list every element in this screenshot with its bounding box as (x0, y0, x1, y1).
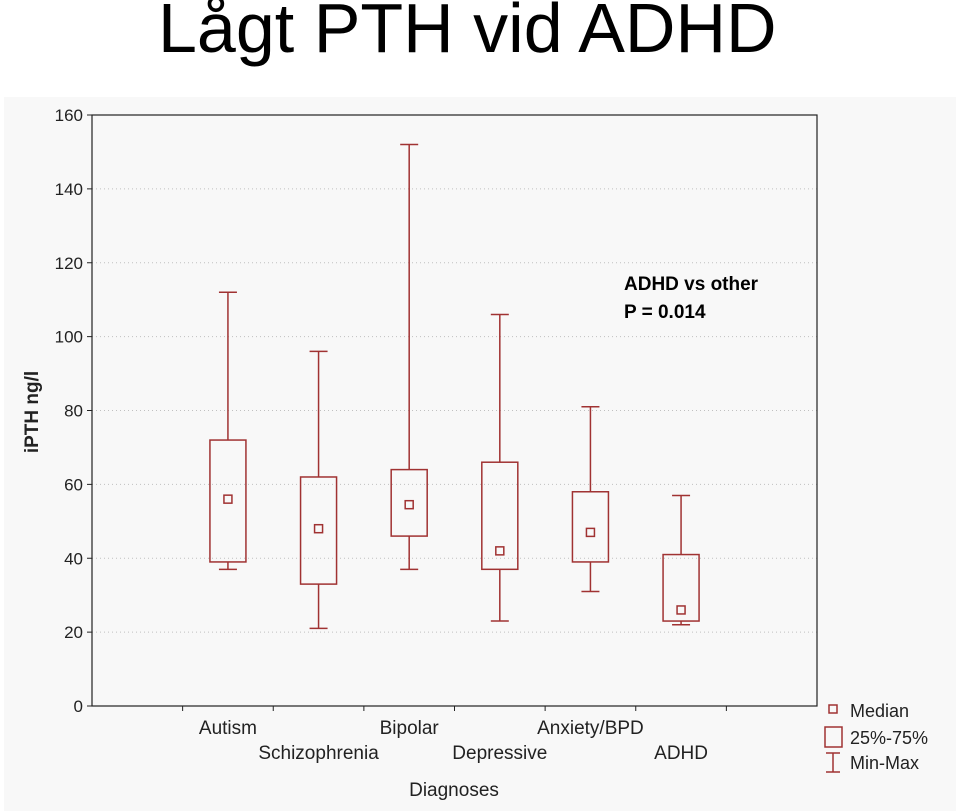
y-tick-label: 80 (64, 402, 83, 421)
y-tick-label: 120 (55, 254, 83, 273)
median-marker (404, 499, 414, 510)
box-autism (209, 291, 247, 571)
legend-iqr-icon (824, 726, 843, 748)
x-axis-label: Diagnoses (409, 780, 499, 801)
y-tick-label: 0 (74, 697, 83, 716)
legend: Median 25%-75% Min-Max (824, 701, 928, 773)
iqr-box (299, 476, 338, 585)
median-marker (313, 523, 324, 534)
grid-lines (92, 188, 817, 633)
iqr-box (662, 553, 700, 622)
annotation-line-2: P = 0.014 (624, 302, 706, 323)
category-label: Bipolar (380, 718, 440, 739)
y-tick-label: 40 (64, 549, 83, 568)
box-depressive (481, 313, 519, 622)
y-tick-label: 60 (64, 475, 83, 494)
iqr-box (209, 439, 247, 563)
legend-minmax-icon (826, 752, 840, 773)
category-label: Schizophrenia (258, 743, 379, 764)
y-tick-label: 140 (55, 180, 83, 199)
category-label: Autism (199, 718, 257, 739)
median-marker (676, 605, 686, 615)
legend-median-icon (828, 704, 838, 714)
category-label: ADHD (654, 743, 708, 764)
y-axis-label: iPTH ng/l (22, 371, 43, 453)
iqr-box (481, 461, 519, 571)
y-tick-label: 160 (55, 106, 83, 125)
legend-minmax-label: Min-Max (850, 753, 919, 773)
box-schizophrenia (299, 350, 338, 630)
box-adhd (662, 494, 700, 626)
median-marker (223, 494, 233, 504)
legend-iqr-label: 25%-75% (850, 728, 928, 748)
median-marker (495, 546, 505, 556)
chart-panel (4, 97, 956, 811)
y-axis-ticks: 0 20 40 60 80 100 120 140 160 (55, 106, 92, 716)
legend-median-label: Median (850, 701, 909, 721)
iqr-box (571, 491, 610, 563)
median-marker (585, 527, 596, 538)
boxes (209, 143, 700, 630)
y-tick-label: 20 (64, 623, 83, 642)
annotation-line-1: ADHD vs other (624, 274, 759, 295)
x-axis-ticks (182, 706, 727, 711)
slide-title: Lågt PTH vid ADHD (158, 0, 777, 67)
iqr-box (390, 468, 428, 537)
category-label: Depressive (452, 743, 547, 764)
box-bipolar (390, 143, 428, 571)
category-label: Anxiety/BPD (537, 718, 644, 739)
box-anxiety-bpd (571, 406, 610, 593)
y-tick-label: 100 (55, 328, 83, 347)
